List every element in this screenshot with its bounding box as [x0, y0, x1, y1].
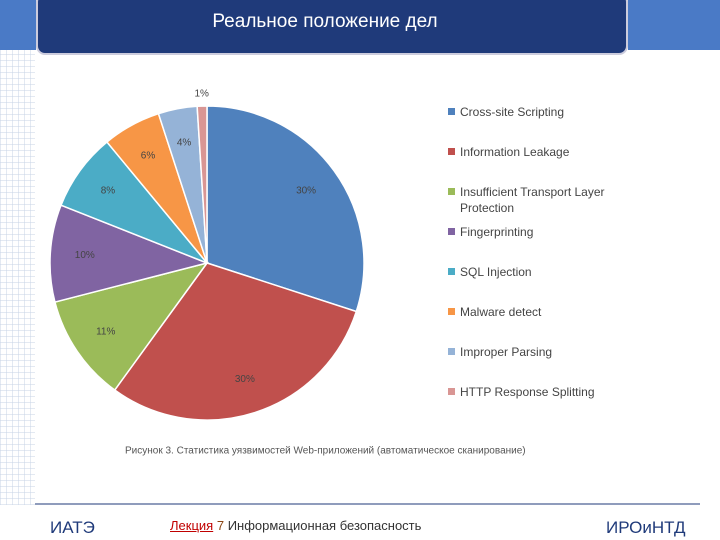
legend-item: Fingerprinting: [448, 224, 648, 264]
footer-left: ИАТЭ: [50, 518, 95, 537]
legend-swatch: [448, 348, 455, 355]
slice-label: 8%: [101, 186, 116, 197]
grid-strip: [0, 50, 35, 505]
slice-label: 30%: [235, 374, 255, 385]
pie-slice: [54, 261, 209, 392]
corner-block: [628, 0, 720, 50]
slide-title: Реальное положение дел: [212, 11, 437, 32]
legend-item: SQL Injection: [448, 264, 648, 304]
legend-label: SQL Injection: [460, 265, 532, 279]
corner-block: [0, 0, 36, 50]
footer-right: ИРОиНТД: [606, 518, 686, 537]
legend-item: HTTP Response Splitting: [448, 384, 648, 424]
legend-label: HTTP Response Splitting: [460, 385, 595, 399]
pie-slice: [196, 105, 208, 264]
legend-label: Improper Parsing: [460, 345, 553, 359]
legend-item: Cross-site Scripting: [448, 104, 648, 144]
pie-slice: [206, 105, 365, 313]
slice-label: 10%: [75, 250, 95, 261]
legend-swatch: [448, 388, 455, 395]
legend-item: Information Leakage: [448, 144, 648, 184]
slice-label: 11%: [96, 326, 115, 337]
title-box: [36, 0, 628, 55]
legend-label: Insufficient Transport Layer Protection: [460, 185, 605, 215]
legend-label: Malware detect: [460, 305, 542, 319]
legend-swatch: [448, 188, 455, 195]
legend-label: Fingerprinting: [460, 225, 534, 239]
pie: 30% 30% 11% 10% 8% 6% 4% 1%: [49, 89, 365, 421]
footer-number: 7: [216, 518, 225, 533]
legend-item: Insufficient Transport Layer Protection: [448, 184, 648, 224]
legend-item: Malware detect: [448, 304, 648, 344]
footer-center: Лекция 7 Информационная безопасность: [170, 518, 421, 533]
slice-label: 6%: [141, 150, 156, 161]
slice-label: 1%: [194, 89, 209, 100]
legend: Cross-site Scripting Information Leakage I…: [448, 104, 648, 424]
legend-swatch: [448, 148, 455, 155]
footer-lecture: Лекция: [170, 518, 214, 533]
slice-label: 30%: [296, 186, 316, 197]
chart-caption: Рисунок 3. Статистика уязвимостей Web-пр…: [125, 446, 526, 457]
legend-item: Improper Parsing: [448, 344, 648, 384]
pie-slice: [49, 204, 210, 303]
legend-swatch: [448, 108, 455, 115]
legend-label: Cross-site Scripting: [460, 105, 565, 119]
legend-label: Information Leakage: [460, 145, 570, 159]
pie-slice: [113, 262, 358, 421]
slice-label: 4%: [177, 137, 192, 148]
legend-swatch: [448, 228, 455, 235]
legend-swatch: [448, 308, 455, 315]
footer-course: Информационная безопасность: [227, 518, 422, 533]
legend-swatch: [448, 268, 455, 275]
